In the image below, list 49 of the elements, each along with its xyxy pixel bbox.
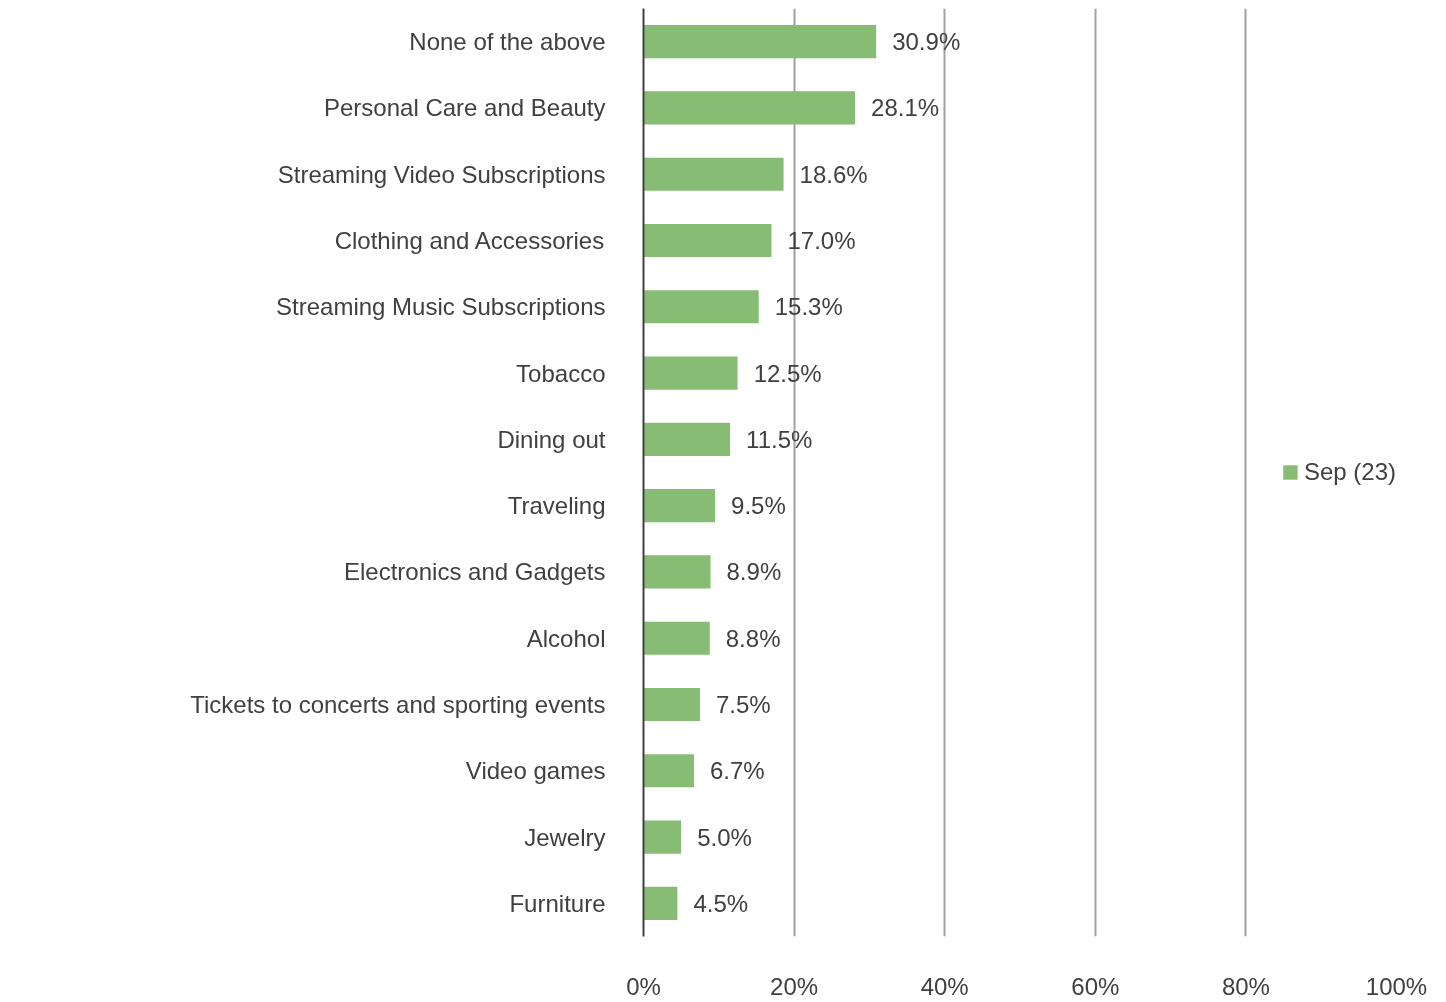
data-label: 4.5% [693,889,749,917]
x-tick-label: 0% [626,972,661,1000]
data-label: 30.9% [892,28,961,56]
y-tick-label: Dining out [497,425,606,453]
bar [643,886,678,920]
y-tick-label: Jewelry [524,823,606,851]
data-label: 6.7% [709,757,765,785]
bar [643,555,711,589]
x-tick-label: 100% [1365,972,1428,1000]
data-label: 5.0% [697,823,752,851]
y-tick-label: None of the above [409,28,606,56]
data-label: 15.3% [774,293,843,321]
y-tick-label: Furniture [509,889,606,917]
y-tick-label: Personal Care and Beauty [323,94,606,122]
bar [643,820,682,854]
bar [643,157,784,191]
data-label: 17.0% [787,227,856,254]
data-label: 7.5% [715,691,771,718]
bar [643,489,716,523]
x-tick-label: 80% [1221,972,1270,1000]
bar [643,754,694,788]
bar [643,422,731,456]
data-label: 12.5% [753,359,822,387]
bar [643,621,710,655]
data-label: 9.5% [731,492,786,520]
y-tick-label: Clothing and Accessories [334,227,605,254]
x-tick-label: 20% [770,972,819,1000]
bar [643,25,877,59]
bar [643,687,700,722]
y-tick-label: Video games [465,757,606,785]
x-tick-label: 40% [920,972,969,1000]
legend-label: Sep (23) [1303,458,1396,486]
bar [643,91,856,125]
y-tick-label: Tickets to concerts and sporting events [190,691,606,718]
bar [643,290,759,324]
x-tick-label: 60% [1071,972,1120,1000]
y-tick-label: Tobacco [516,359,606,387]
y-tick-label: Traveling [507,492,606,520]
y-tick-label: Streaming Music Subscriptions [276,293,606,321]
data-label: 28.1% [871,94,940,122]
data-label: 8.8% [725,624,781,652]
data-label: 11.5% [746,425,813,453]
y-tick-label: Electronics and Gadgets [344,558,606,586]
y-tick-label: Streaming Video Subscriptions [277,160,606,188]
bar [643,223,772,258]
data-label: 18.6% [799,160,868,188]
data-label: 8.9% [726,558,782,586]
bar [643,356,738,390]
y-tick-label: Alcohol [526,624,606,652]
